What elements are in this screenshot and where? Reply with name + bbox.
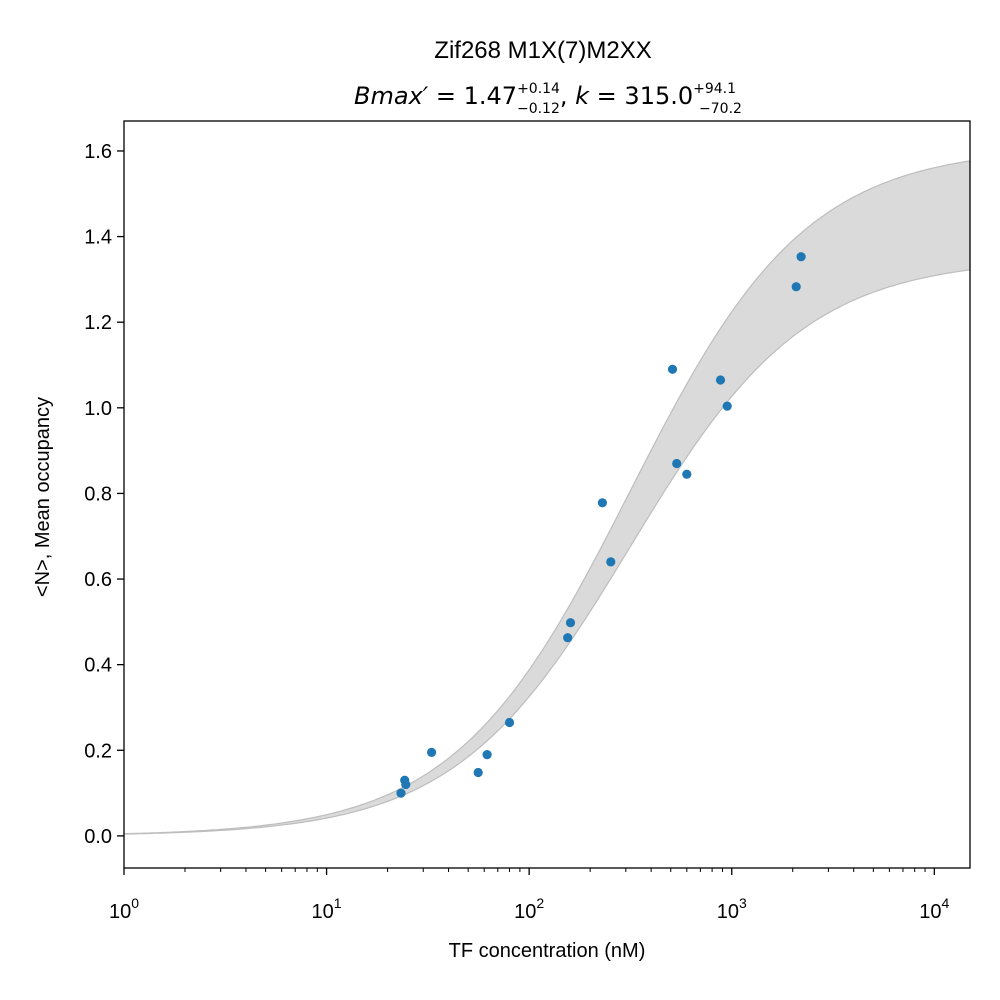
x-tick-label: 103 (717, 895, 747, 923)
y-tick-label: 0.0 (84, 826, 112, 848)
x-axis-ticks: 100 101 102 103 104 (109, 868, 950, 923)
k-plus: +94.1 (693, 81, 736, 97)
bmax-minus: −0.12 (517, 101, 560, 117)
y-tick-label: 0.4 (84, 655, 112, 677)
y-axis-ticks: 0.0 0.2 0.4 0.6 0.8 1.0 1.2 1.4 1.6 (84, 141, 124, 848)
data-point (427, 747, 437, 758)
x-tick-label: 100 (109, 895, 139, 923)
x-axis-label: TF concentration (nM) (449, 940, 646, 962)
plot-area (123, 160, 971, 835)
data-point (597, 498, 608, 508)
data-point (667, 364, 678, 374)
data-point (401, 779, 411, 790)
y-tick-label: 0.8 (84, 483, 112, 505)
y-tick-label: 0.2 (84, 740, 112, 762)
data-point (682, 469, 692, 479)
chart-title: Zif268 M1X(7)M2XX (434, 37, 651, 64)
k-value: 315.0 (624, 82, 693, 110)
chart-subtitle: Bmax′ = 1.47+0.14 −0.12, k = 315.0+94.1 −7… (354, 81, 742, 117)
data-point (565, 618, 576, 628)
bmax-label: Bmax′ (354, 82, 429, 110)
y-tick-label: 1.6 (84, 141, 112, 163)
k-minus: −70.2 (699, 101, 742, 117)
data-point (672, 458, 682, 469)
y-tick-label: 1.0 (84, 398, 112, 420)
data-point (722, 401, 732, 411)
data-point (791, 282, 801, 292)
x-tick-label: 101 (312, 895, 342, 923)
data-point (606, 557, 616, 567)
x-tick-label: 104 (919, 895, 949, 923)
data-point (396, 788, 406, 798)
y-tick-label: 1.2 (84, 312, 112, 334)
data-point (473, 767, 483, 778)
k-label: k (575, 82, 590, 110)
data-point (715, 375, 726, 385)
plot-frame (123, 120, 971, 869)
bmax-plus: +0.14 (517, 81, 560, 97)
y-tick-label: 0.6 (84, 569, 112, 591)
bmax-value: 1.47 (464, 82, 517, 110)
data-point (796, 252, 806, 262)
y-tick-label: 1.4 (84, 227, 112, 249)
data-point (482, 750, 492, 760)
x-tick-label: 102 (514, 895, 544, 923)
data-point (563, 633, 573, 643)
y-axis-label: <N>, Mean occupancy (32, 397, 54, 597)
confidence-band (123, 160, 971, 835)
data-point (504, 717, 515, 728)
